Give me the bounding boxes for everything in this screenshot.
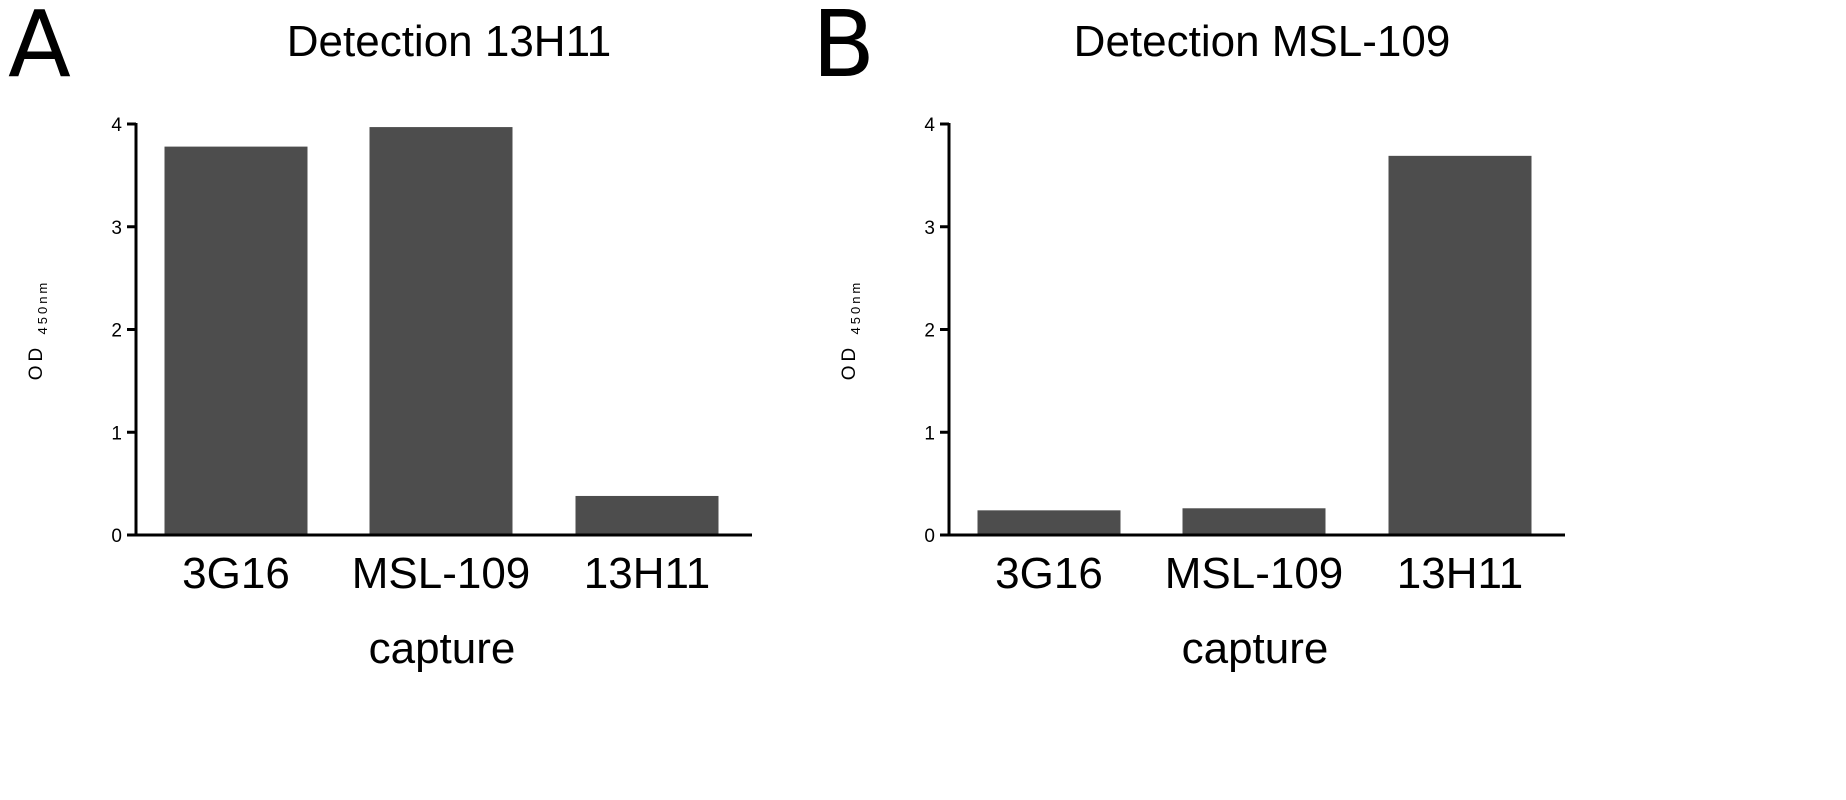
bar-msl-109 bbox=[1182, 508, 1326, 535]
y-axis-title-main: OD bbox=[26, 344, 47, 381]
y-tick-label: 4 bbox=[924, 115, 935, 136]
y-axis-ticks: 0 1 2 3 4 bbox=[111, 115, 136, 547]
x-tick-label: 13H11 bbox=[584, 549, 710, 598]
bars bbox=[164, 127, 719, 536]
chart-title: Detection MSL-109 bbox=[1074, 17, 1451, 66]
y-axis-title: OD 450nm bbox=[26, 280, 50, 381]
y-axis-title-subscript: 450nm bbox=[848, 280, 863, 335]
y-tick-label: 0 bbox=[111, 526, 122, 547]
panel-label: B bbox=[812, 0, 875, 98]
y-axis-ticks: 0 1 2 3 4 bbox=[924, 115, 949, 547]
panel-a: A Detection 13H11 0 1 2 3 4 3G16 MSL-109 13H11… bbox=[8, 0, 752, 673]
bars bbox=[977, 155, 1532, 536]
y-tick-label: 2 bbox=[111, 321, 122, 342]
y-tick-label: 0 bbox=[924, 526, 935, 547]
x-tick-label: 13H11 bbox=[1397, 549, 1523, 598]
x-axis-title: capture bbox=[1182, 624, 1329, 673]
y-tick-label: 2 bbox=[924, 321, 935, 342]
x-tick-label: 3G16 bbox=[182, 549, 290, 598]
bar-3g16 bbox=[977, 510, 1121, 535]
x-tick-label: MSL-109 bbox=[352, 549, 531, 598]
y-tick-label: 3 bbox=[924, 218, 935, 239]
bar-3g16 bbox=[164, 146, 308, 536]
y-tick-label: 1 bbox=[111, 423, 122, 444]
x-axis-tick-labels: 3G16 MSL-109 13H11 bbox=[995, 549, 1523, 598]
y-axis-title-main: OD bbox=[839, 344, 860, 381]
bar-13h11 bbox=[575, 495, 719, 535]
bar-msl-109 bbox=[369, 127, 513, 536]
x-axis-tick-labels: 3G16 MSL-109 13H11 bbox=[182, 549, 710, 598]
y-tick-label: 1 bbox=[924, 423, 935, 444]
y-tick-label: 4 bbox=[111, 115, 122, 136]
x-axis-title: capture bbox=[369, 624, 516, 673]
panel-b: B Detection MSL-109 0 1 2 3 4 3G16 MSL-109 13H… bbox=[812, 0, 1565, 673]
x-tick-label: 3G16 bbox=[995, 549, 1103, 598]
panel-label: A bbox=[8, 0, 71, 98]
chart-title: Detection 13H11 bbox=[287, 17, 612, 66]
y-axis-title-subscript: 450nm bbox=[35, 280, 50, 335]
y-axis-title: OD 450nm bbox=[839, 280, 863, 381]
y-tick-label: 3 bbox=[111, 218, 122, 239]
x-tick-label: MSL-109 bbox=[1165, 549, 1344, 598]
bar-13h11 bbox=[1388, 155, 1532, 536]
